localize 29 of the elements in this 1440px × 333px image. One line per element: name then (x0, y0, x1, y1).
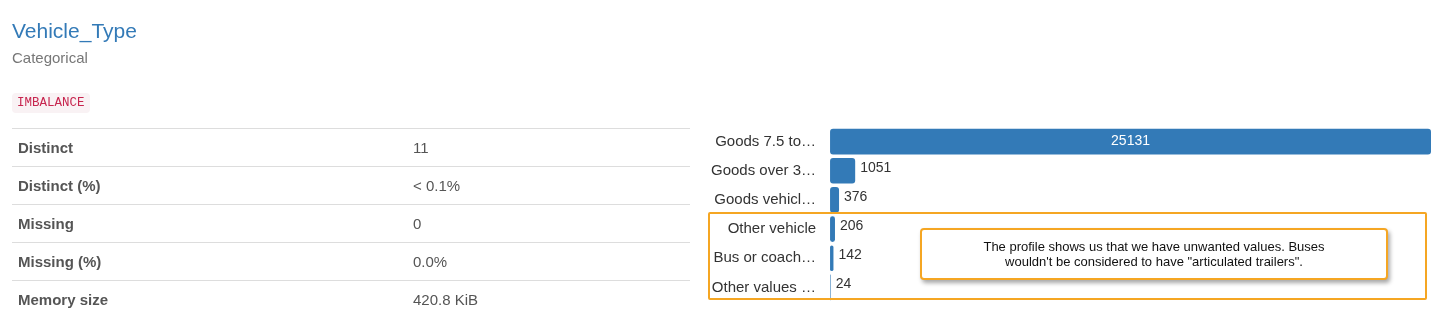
text: Categorical (12, 49, 88, 66)
text: 11 (407, 128, 690, 167)
y-tick-label: Goods over 3… (710, 160, 817, 178)
y-tick-label: Goods 7.5 to… (715, 131, 817, 149)
data-label: 25131 (1111, 132, 1151, 149)
text: Missing (12, 204, 407, 243)
y-tick-label: Bus or coach… (713, 248, 817, 266)
annotation: The profile shows us that we have unwanted values. Buses wouldn't be considered to have "articulated trailers". (982, 238, 1326, 271)
bar (830, 128, 1431, 155)
bar (830, 187, 840, 213)
text: IMBALANCE (12, 93, 90, 113)
text: 0 (407, 204, 690, 243)
text: Distinct (%) (12, 166, 407, 205)
text: Memory size (12, 280, 407, 318)
data-label: 206 (839, 216, 864, 233)
text: 0.0% (407, 242, 690, 281)
text: Distinct (12, 128, 407, 167)
y-tick-label: Other vehicle (727, 219, 817, 237)
data-label: 376 (844, 187, 868, 204)
text: < 0.1% (407, 166, 690, 205)
text: 420.8 KiB (407, 280, 690, 318)
data-label: 1051 (860, 158, 892, 175)
data-label: 24 (835, 275, 852, 292)
y-tick-label: Goods vehicl… (714, 190, 817, 208)
text: Vehicle_Type (12, 19, 137, 43)
text: Missing (%) (12, 242, 407, 281)
bar (830, 157, 856, 184)
data-label: 142 (838, 246, 863, 263)
y-tick-label: Other values … (711, 277, 817, 295)
